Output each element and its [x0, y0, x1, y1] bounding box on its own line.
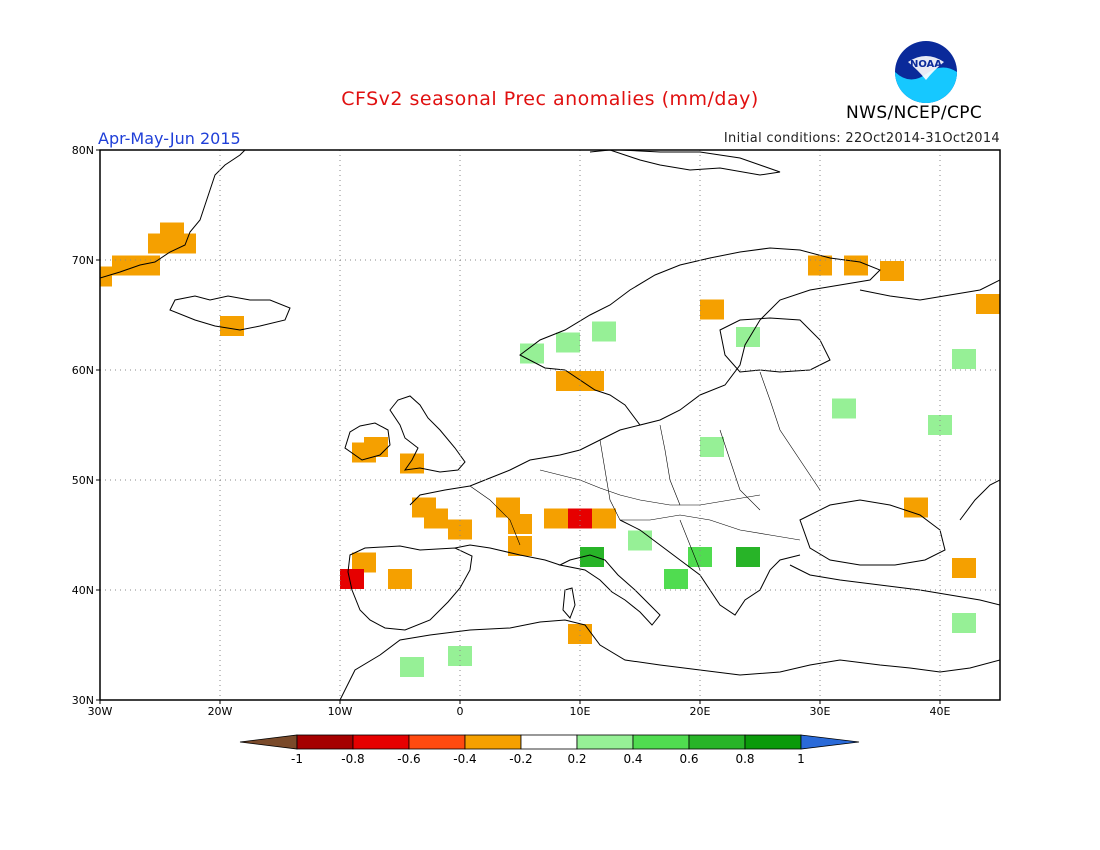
anomaly-cell [508, 536, 532, 556]
lat-tick-label: 80N [72, 144, 94, 157]
anomaly-cell [136, 255, 160, 276]
anomaly-cell [496, 497, 520, 518]
lon-tick-label: 20E [690, 705, 711, 718]
organization-label: NWS/NCEP/CPC [846, 103, 983, 123]
colorbar-arrow-high [800, 734, 860, 750]
anomaly-cell [952, 349, 976, 369]
anomaly-cell [592, 321, 616, 342]
colorbar-label: -0.2 [509, 752, 532, 766]
country-borders [469, 371, 821, 571]
colorbar-swatch [464, 734, 522, 750]
anomaly-cell [628, 530, 652, 551]
colorbar-label: 1 [797, 752, 805, 766]
anomaly-cell [544, 508, 568, 529]
anomaly-cell [580, 547, 604, 567]
colorbar-swatch [688, 734, 746, 750]
anomaly-cell [556, 332, 580, 353]
lat-tick-label: 40N [72, 584, 94, 597]
anomaly-cell [952, 558, 976, 578]
graticule [100, 150, 1000, 700]
forecast-period: Apr-May-Jun 2015 [98, 129, 241, 148]
colorbar-arrow-low [239, 734, 298, 750]
axis-labels: 30W 20W 10W 0 10E 20E 30E 40E 80N 70N 60N 50N 40N 30N [72, 144, 951, 718]
noaa-logo-text: NOAA [910, 59, 942, 70]
anomaly-cell [976, 294, 1000, 314]
anomaly-cell [388, 569, 412, 589]
anomaly-cell [904, 497, 928, 518]
colorbar-swatch [576, 734, 634, 750]
colorbar-label: -0.8 [341, 752, 364, 766]
lon-tick-label: 10W [328, 705, 353, 718]
initial-conditions: Initial conditions: 22Oct2014-31Oct2014 [723, 131, 1000, 146]
anomaly-cell [352, 552, 376, 573]
noaa-logo: NOAA [895, 41, 957, 103]
anomaly-cell [400, 657, 424, 677]
anomaly-cell [580, 371, 604, 391]
colorbar-swatch [408, 734, 466, 750]
colorbar-swatch [352, 734, 410, 750]
anomaly-cell [952, 613, 976, 633]
colorbar-label: -1 [291, 752, 303, 766]
coastlines [100, 150, 1000, 700]
lat-tick-label: 60N [72, 364, 94, 377]
anomaly-cell [568, 508, 592, 529]
lon-tick-label: 30W [88, 705, 113, 718]
colorbar-swatch [632, 734, 690, 750]
anomaly-cell [664, 569, 688, 589]
colorbar-swatch [744, 734, 802, 750]
anomaly-cell [880, 261, 904, 281]
anomaly-cell [448, 519, 472, 540]
colorbar-label: 0.8 [735, 752, 754, 766]
lat-tick-label: 50N [72, 474, 94, 487]
anomaly-cell [592, 508, 616, 529]
colorbar-label: 0.6 [679, 752, 698, 766]
anomaly-cell [424, 508, 448, 529]
anomaly-cell [568, 624, 592, 644]
chart-title: CFSv2 seasonal Prec anomalies (mm/day) [341, 88, 759, 110]
anomaly-cell [340, 569, 364, 589]
anomaly-cell [736, 327, 760, 347]
anomaly-cell [736, 547, 760, 567]
colorbar-label: 0.4 [623, 752, 642, 766]
lon-tick-label: 30E [810, 705, 831, 718]
lat-tick-label: 70N [72, 254, 94, 267]
lon-tick-label: 10E [570, 705, 591, 718]
colorbar-label: -0.6 [397, 752, 420, 766]
colorbar-swatch [296, 734, 354, 750]
map-frame [99, 149, 1001, 701]
colorbar-swatch [520, 734, 578, 750]
colorbar-label: -0.4 [453, 752, 476, 766]
anomaly-cell [508, 514, 532, 534]
anomaly-cell [220, 316, 244, 336]
lon-tick-label: 0 [457, 705, 464, 718]
anomaly-cell [688, 547, 712, 567]
anomaly-cell [700, 437, 724, 457]
lon-tick-label: 20W [208, 705, 233, 718]
anomaly-cell [832, 398, 856, 419]
anomaly-cell [700, 299, 724, 320]
lon-tick-label: 40E [930, 705, 951, 718]
lat-tick-label: 30N [72, 694, 94, 707]
colorbar-label: 0.2 [567, 752, 586, 766]
